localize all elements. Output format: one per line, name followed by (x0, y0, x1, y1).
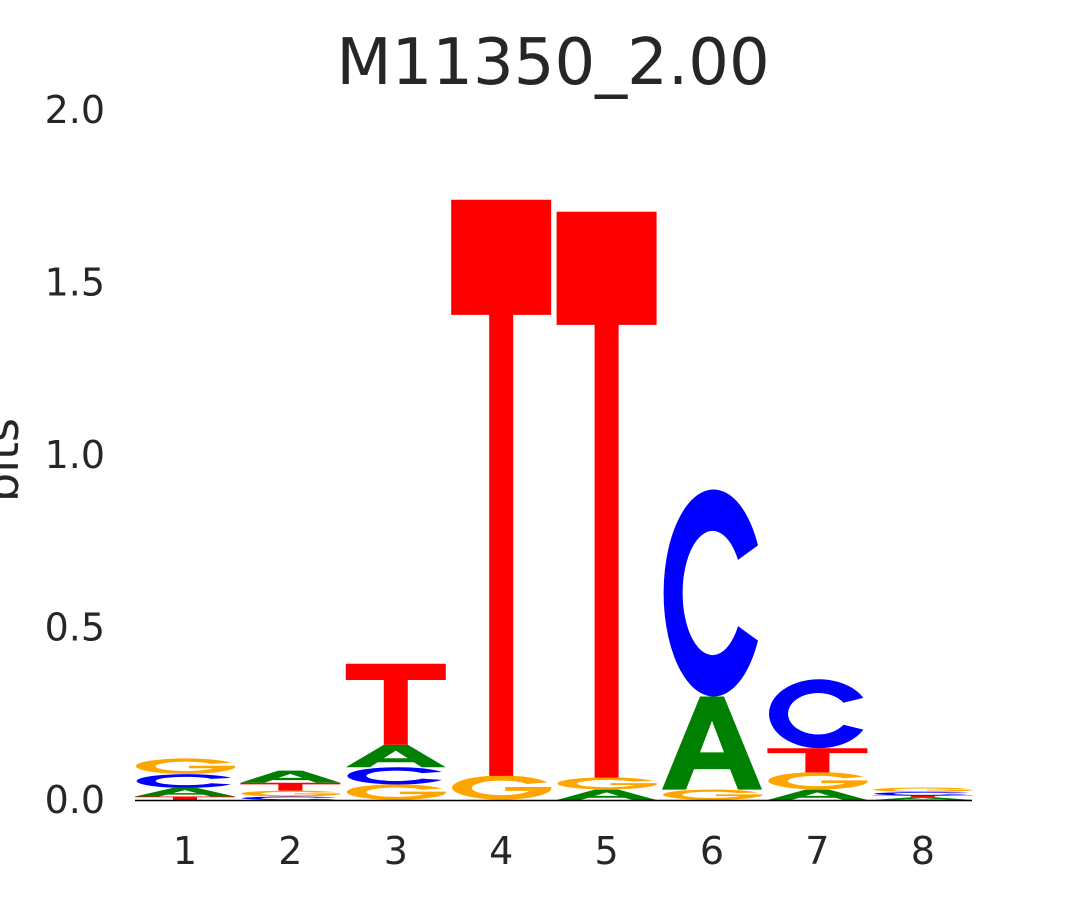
logo-letter-A (767, 789, 868, 800)
y-tick-label: 1.0 (45, 433, 105, 477)
x-tick-label: 8 (911, 829, 935, 873)
x-tick-label: 3 (384, 829, 408, 873)
logo-letter-G (873, 787, 973, 793)
logo-letter-C (242, 796, 337, 800)
logo-letter-A (345, 744, 446, 768)
logo-letter-A (556, 789, 657, 800)
logo-letter-T (451, 199, 552, 776)
logo-letter-A (662, 696, 762, 790)
logo-letter-stacks (135, 199, 973, 800)
logo-letter-T (345, 663, 446, 745)
logo-letter-G (241, 790, 341, 797)
x-tick-label: 6 (700, 829, 724, 873)
x-tick-label: 1 (173, 829, 197, 873)
logo-letter-A (872, 797, 973, 800)
logo-letter-C (663, 489, 758, 697)
y-tick-label: 2.0 (45, 88, 105, 132)
logo-letter-A (240, 770, 341, 783)
logo-letter-A (135, 787, 235, 797)
x-tick-label: 5 (595, 829, 619, 873)
logo-letter-T (872, 795, 973, 798)
logo-letter-C (347, 767, 442, 785)
logo-letter-T (556, 211, 657, 778)
logo-letter-T (767, 748, 868, 773)
y-tick-label: 0.0 (45, 778, 105, 822)
x-tick-label: 4 (489, 829, 513, 873)
logo-letter-C (874, 792, 969, 796)
logo-letter-T (240, 782, 341, 791)
chart-title: M11350_2.00 (336, 26, 769, 100)
logo-letter-G (557, 777, 657, 790)
logo-letter-G (346, 784, 446, 800)
logo-letter-G (452, 775, 552, 800)
logo-letter-G (662, 789, 762, 800)
logo-letter-T (135, 796, 235, 800)
x-tick-label: 7 (805, 829, 829, 873)
y-axis-ticks: 0.0 0.5 1.0 1.5 2.0 (45, 88, 105, 822)
logo-letter-G (768, 772, 868, 790)
y-tick-label: 0.5 (45, 606, 105, 650)
x-axis-ticks: 1 2 3 4 5 6 7 8 (173, 829, 935, 873)
y-tick-label: 1.5 (45, 261, 105, 305)
x-tick-label: 2 (278, 829, 302, 873)
logo-letter-C (136, 774, 231, 788)
logo-letter-C (769, 679, 864, 749)
logo-letter-G (135, 758, 235, 774)
y-axis-label: bits (0, 418, 29, 502)
